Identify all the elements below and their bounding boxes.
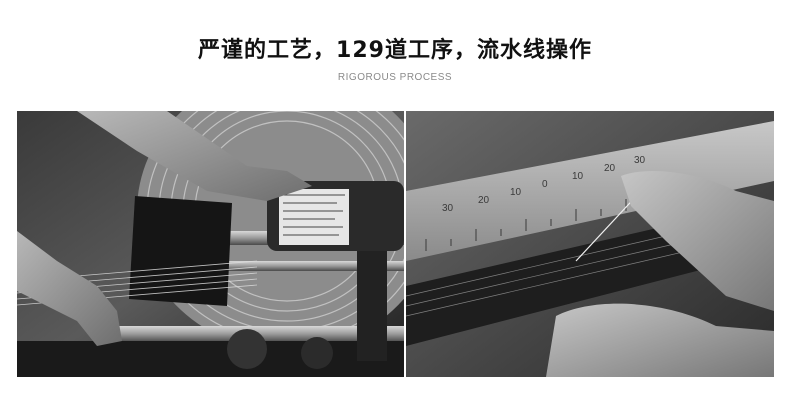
page-title: 严谨的工艺，129道工序，流水线操作 [198,38,592,63]
ruler-label: 20 [604,163,616,174]
page-subtitle: RIGOROUS PROCESS [337,72,453,83]
ruler-label: 0 [542,179,548,190]
ruler-label: 10 [510,187,522,198]
needle-threading-photo: 30 20 10 0 10 20 30 [406,111,774,377]
weaving-machine-photo [17,111,404,377]
ruler-label: 30 [634,155,646,166]
ruler-label: 10 [572,171,584,182]
ruler-label: 20 [478,195,490,206]
ruler-label: 30 [442,203,454,214]
